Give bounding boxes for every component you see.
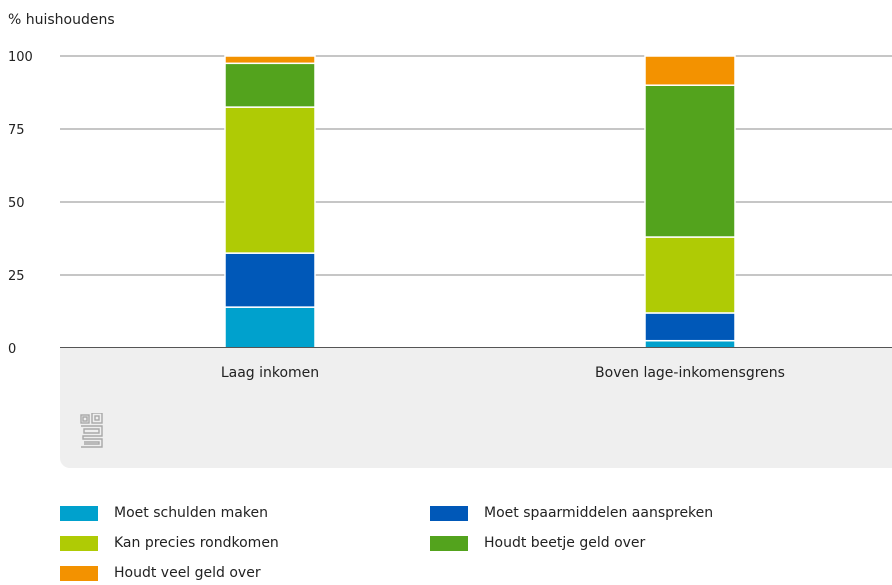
legend-label: Houdt veel geld over: [114, 565, 261, 581]
bar-segment: [644, 236, 736, 314]
legend-label: Moet spaarmiddelen aanspreken: [484, 505, 714, 521]
legend-label: Houdt beetje geld over: [484, 535, 646, 551]
bar-segment: [224, 55, 316, 65]
x-category-label: Laag inkomen: [221, 365, 319, 381]
legend-swatch: [60, 535, 98, 551]
bar-segment: [224, 106, 316, 254]
bar-segment: [224, 252, 316, 308]
legend-item: Houdt veel geld over: [60, 565, 261, 581]
category-labels-layer: Laag inkomen Boven lage-inkomensgrens: [221, 365, 785, 381]
y-tick-label: 100: [8, 50, 33, 65]
legend-item: Kan precies rondkomen: [60, 535, 279, 551]
legend-swatch: [60, 505, 98, 521]
x-category-label: Boven lage-inkomensgrens: [595, 365, 785, 381]
bar-segment: [644, 55, 736, 86]
y-axis-label: % huishoudens: [8, 12, 115, 28]
bar-segment: [224, 62, 316, 108]
legend-swatch: [60, 565, 98, 581]
legend-item: Moet spaarmiddelen aanspreken: [430, 505, 713, 521]
y-tick-label: 25: [8, 269, 25, 284]
legend-item: Houdt beetje geld over: [430, 535, 645, 551]
y-tick-label: 75: [8, 123, 25, 138]
cbs-logo-icon: [80, 413, 103, 448]
legend-swatch: [430, 505, 468, 521]
bar-segment: [644, 312, 736, 342]
x-axis-panel: [60, 348, 892, 468]
y-tick-label: 50: [8, 196, 25, 211]
legend-label: Moet schulden maken: [114, 505, 268, 521]
legend-item: Moet schulden maken: [60, 505, 268, 521]
y-tick-label: 0: [8, 342, 16, 357]
legend-label: Kan precies rondkomen: [114, 535, 279, 551]
stacked-bar-chart: % huishoudens 0 25 50 75 100: [8, 12, 892, 357]
legend-swatch: [430, 535, 468, 551]
